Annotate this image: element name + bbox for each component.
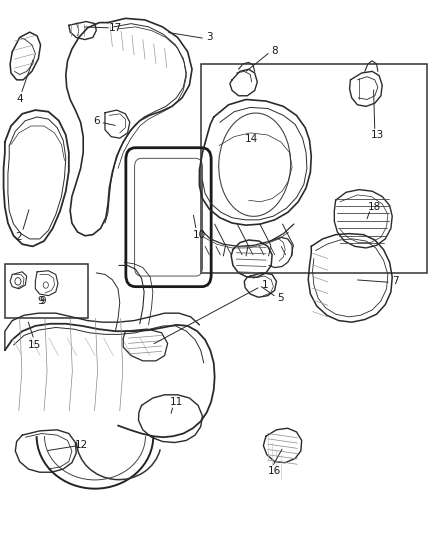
- Text: 16: 16: [268, 466, 281, 476]
- Text: 14: 14: [245, 134, 258, 144]
- Text: 3: 3: [206, 33, 213, 43]
- Text: 11: 11: [170, 397, 183, 407]
- Text: 7: 7: [392, 276, 399, 286]
- Text: 5: 5: [278, 293, 284, 303]
- Text: 2: 2: [15, 232, 22, 243]
- Bar: [201, 64, 427, 273]
- Text: 10: 10: [193, 230, 206, 240]
- Text: 12: 12: [75, 440, 88, 450]
- Text: 18: 18: [367, 202, 381, 212]
- Text: 13: 13: [371, 130, 385, 140]
- Text: 6: 6: [93, 116, 99, 126]
- Text: 9: 9: [37, 296, 44, 306]
- Text: 17: 17: [109, 23, 122, 33]
- Text: 15: 15: [28, 340, 41, 350]
- Bar: [5, 264, 88, 318]
- Text: 1: 1: [261, 280, 268, 290]
- Text: 4: 4: [16, 94, 23, 104]
- Text: 9: 9: [39, 296, 46, 306]
- Text: 8: 8: [272, 46, 278, 56]
